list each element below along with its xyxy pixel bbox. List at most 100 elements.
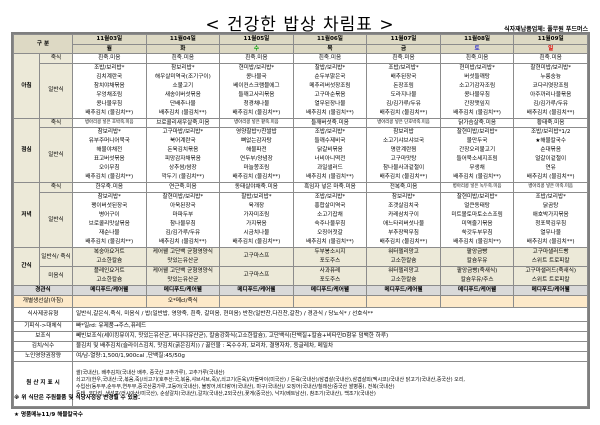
general-menu-cell: 찰현미밥/보리밥* 아욱된장국 마파두부 참나물무침 김/김가루/두유 배추김치 (물김치…: [145, 191, 221, 248]
snack-type-label: 일반식/ 죽식: [39, 246, 73, 267]
date-header: 11월05일: [219, 34, 294, 45]
menu-item: 팽이버섯된장국: [91, 202, 128, 209]
snack-item: 포도주스: [319, 276, 341, 283]
snack-label: 간식: [13, 246, 40, 286]
table-row: 아침 죽식 흰죽.미음 흰죽.미음 흰죽.미음 흰죽.미음 흰죽.미음 흰죽.미음 흰죽.미음: [13, 53, 588, 119]
table-row: 경관식 메디푸드/케어웰 메디푸드/케어웰 메디푸드/케어웰 메디푸드/케어웰 메디푸드/…: [13, 284, 588, 296]
info-label: 보조식: [13, 330, 73, 342]
porridge-cell: 전복죽.미음: [366, 182, 441, 193]
table-row: 개별생선살(아침) 오*메cl/죽식: [13, 294, 588, 308]
snack-cell: 워터젤리망고 고소한칼슘: [366, 246, 441, 267]
menu-item: 배추김치 (물김치**): [453, 174, 501, 181]
menu-item: 조밥/보리밥*: [314, 129, 346, 136]
menu-item: 배추김치 (물김치**): [85, 174, 134, 181]
menu-item: 들깨수제비국: [314, 138, 346, 145]
snack-cell: 고구마샐러드(죽새식) 스위트 트로피칼: [513, 265, 588, 286]
snack-cell: 고구마샐러드빵 스위트 트로피칼: [513, 246, 588, 267]
snack-item: 고구마스프: [243, 253, 270, 260]
info-label: 식사제공유형: [13, 306, 73, 322]
menu-item: 열무나물: [540, 229, 561, 236]
date-header: 11월08일: [439, 34, 515, 45]
menu-item: 참보리밥*: [171, 64, 195, 71]
menu-item: 청경채나물: [243, 100, 270, 107]
fish-cell: [292, 294, 368, 308]
porridge-cell: 병아리콩 넣은 마죽.미음: [513, 182, 588, 193]
weekday-header: 수: [219, 43, 294, 55]
snack-item: 고구마샐러드(죽새식): [525, 267, 577, 274]
menu-item: ★해물칼국수: [535, 138, 567, 145]
menu-item: 피망감자채볶음: [164, 156, 201, 163]
menu-item: 상추쌈/쌈장: [169, 165, 197, 172]
porridge-cell: 흰죽.미음: [292, 53, 368, 64]
weekday-header: 목: [292, 43, 368, 55]
general-menu-cell: 조밥/보리밥* 김치계란국 참치야채볶음 우엉채조림 콩나물무침 배추김치 (물김치**): [72, 62, 147, 119]
origin-line: 쌀(국내산), 배추김치(국내산 배추, 중국산 고추가루), 고추가루(국내산…: [76, 369, 225, 376]
snack-item: 맛있는유산균: [167, 257, 199, 264]
date-header: 11월07일: [366, 34, 441, 45]
table-row: 김치/식수 물김치 및 배추김치(슬라이스김치, 맛김치(굵은김치)) / 끓인물…: [13, 340, 588, 352]
porridge-cell: 흰죽.미음: [145, 53, 221, 64]
menu-item: 고구마밥/보리밥*: [162, 129, 204, 136]
menu-item: 찰밥/보리밥*: [241, 193, 272, 200]
menu-item: 배추김치 (물김치**): [526, 174, 575, 181]
table-row: 일반식 참보리밥* 유부주머니어묵국 해물야채전 표고버섯볶음 오이무침 배추김치 (물김치…: [14, 127, 588, 184]
fish-cell: [513, 294, 588, 308]
snack-item: 고소한칼슘: [96, 276, 123, 283]
menu-item: 표고버섯볶음: [93, 156, 125, 163]
menu-item: 청포묵김무침: [535, 220, 567, 227]
info-text: 빠*일rd: 유제품→주스,퓨레드: [72, 320, 588, 332]
menu-item: 고구마순볶음: [314, 91, 346, 98]
general-label: 일반식: [39, 62, 73, 119]
header-label: 구 분: [13, 33, 73, 55]
porridge-cell: 병아리콩 넣은 녹두죽.미음: [439, 182, 515, 193]
info-text: 일반식,갈은식,죽식, 미음식 / 밥(일반밥, 영양죽, 흰죽, 갈미음, 현…: [72, 306, 588, 322]
menu-item: 명란계란찜: [390, 147, 417, 154]
weekday-header: 월: [72, 43, 147, 55]
menu-item: 과일샐러드: [317, 165, 343, 172]
menu-item: 순대볶음: [540, 147, 561, 154]
porridge-cell: 황태죽.미음: [513, 117, 588, 129]
menu-item: 열무된장나물: [314, 100, 346, 107]
menu-item: 조밥/보리밥*1/2: [530, 129, 571, 136]
fish-cell: [219, 294, 294, 308]
menu-item: 찰현미밥/보리밥*: [162, 193, 204, 200]
menu-item: 김/김가루/두유: [386, 100, 421, 107]
weekday-header: 토: [439, 43, 515, 55]
origin-line: 동태, 코다리, 생선포(러시아산/미국산), 순살갈치(국내산),갈치(국내산…: [76, 390, 376, 397]
general-menu-cell: 현미밥/보리밥* 콩나물국 베이컨스크램블에그 들깨고사리볶음 청경채나물 배추김치 (물…: [219, 62, 294, 119]
menu-item: 브로콜리맛살볶음: [88, 220, 130, 227]
menu-item: 돈육김치볶음: [167, 147, 199, 154]
date-header: 11월03일: [72, 34, 147, 45]
menu-item: 참보리밥: [393, 129, 414, 136]
menu-item: 닭갈비볶음: [317, 147, 343, 154]
menu-item: 들어묵소세지조림: [456, 156, 498, 163]
table-row: 구 분 11월03일 11월04일 11월05일 11월06일 11월07일 11월08일 1…: [13, 33, 588, 55]
menu-item: 배추김치 (물김치**): [306, 174, 354, 181]
porridge-label: 죽식: [39, 182, 73, 193]
porridge-cell: 연근죽.미음: [145, 182, 221, 193]
menu-item: 배추김치 (물김치**): [379, 174, 428, 181]
snack-cell: 팥앙금빵 칼슘우유: [439, 246, 515, 267]
general-menu-cell: 찰현미밥/보리밥* 누룽숭늉 코다리엿장조림 아주까리나물볶음 김/김가루/두유 배추김치…: [513, 62, 588, 119]
snack-item: 고소한칼슘: [390, 257, 417, 264]
snack-cell: 워터젤리망고 고소한칼슘: [366, 265, 441, 286]
porridge-label: 죽식: [39, 53, 73, 64]
menu-item: 찰현미밥/보리밥*: [456, 193, 498, 200]
table-row: 일반식 참보리밥* 팽이버섯된장국 병어구이 브로콜리맛살볶음 재순나물 배추김치 (물김치…: [14, 191, 588, 248]
table-row: 식사제공유형 일반식,갈은식,죽식, 미음식 / 밥(일반밥, 영양죽, 흰죽, …: [13, 306, 588, 322]
porridge-cell: 한우죽.미음: [72, 182, 147, 193]
menu-table-frame: 구 분 11월03일 11월04일 11월05일 11월06일 11월07일 11월08일 1…: [11, 32, 590, 409]
general-menu-cell: 참보리밥* 팽이버섯된장국 병어구이 브로콜리맛살볶음 재순나물 배추김치 (물김치**): [72, 191, 147, 248]
snack-item: 워터젤리망고: [388, 267, 419, 274]
menu-item: 간장오리불고기: [459, 147, 496, 154]
general-menu-cell: 조밥/보리밥* 배추된장국 돈장조림 도라지나물 김/김가루/두유 배추김치 (물김치**…: [366, 62, 441, 119]
menu-item: 너비아니떡전: [314, 156, 346, 163]
meal-label: 아침: [13, 53, 40, 119]
menu-item: 소불고기: [172, 82, 194, 89]
origin-label: 원 산 지 표 시: [13, 360, 73, 407]
menu-item: 얼갈이겉절이: [535, 156, 567, 163]
menu-item: 연유: [545, 165, 556, 172]
menu-item: 찰현미밥/보리밥*: [456, 129, 498, 136]
menu-item: 유부주머니어묵국: [88, 138, 130, 145]
